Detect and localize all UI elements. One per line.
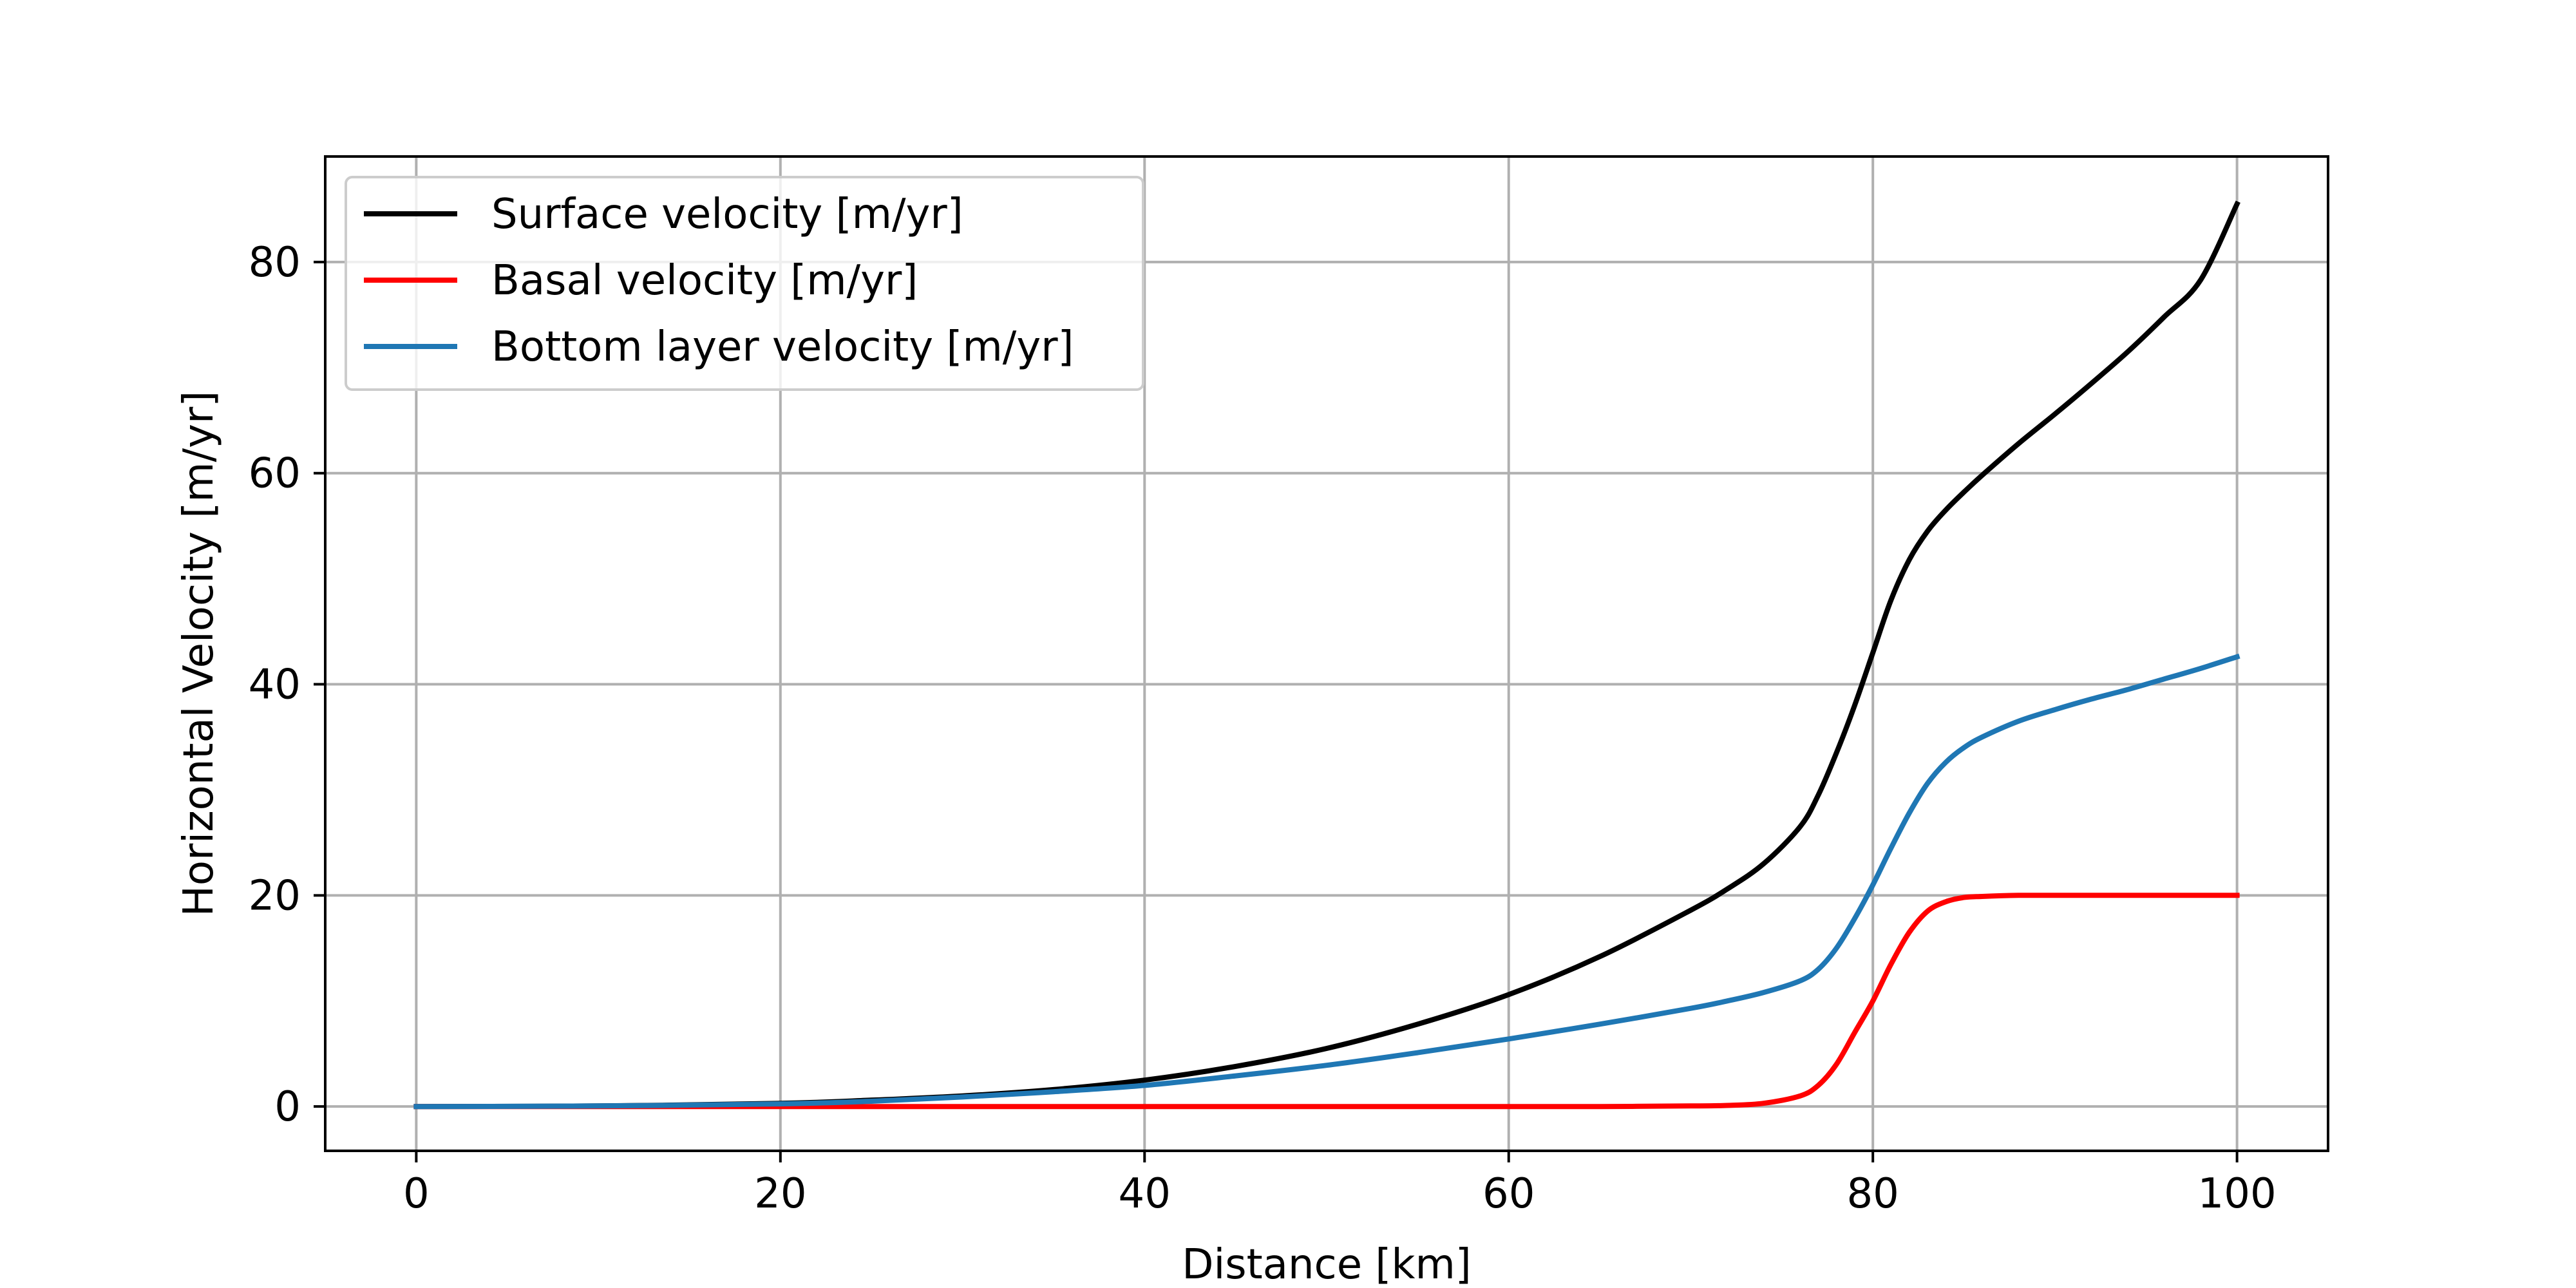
y-tick-label: 20 [249, 872, 301, 920]
y-tick-label: 80 [249, 239, 301, 287]
plot-series [413, 200, 2240, 1110]
x-tick-label: 60 [1482, 1170, 1535, 1218]
legend-box [345, 176, 1144, 391]
grid-lines [325, 156, 2328, 1151]
x-tick-label: 100 [2198, 1170, 2277, 1218]
y-tick-label: 40 [249, 661, 301, 709]
x-tick-label: 80 [1846, 1170, 1899, 1218]
series-line [413, 653, 2240, 1110]
y-tick-label: 0 [274, 1083, 301, 1131]
legend: Surface velocity [m/yr] Basal velocity [m… [345, 176, 1144, 391]
x-axis-label: Distance [km] [1182, 1241, 1472, 1288]
legend-label: Surface velocity [m/yr] [491, 191, 963, 238]
y-tick-label: 60 [249, 450, 301, 498]
x-tick-label: 40 [1119, 1170, 1171, 1218]
series-line [413, 893, 2240, 1110]
x-tick-label: 0 [403, 1170, 430, 1218]
x-tick-label: 20 [754, 1170, 806, 1218]
y-axis-label: Horizontal Velocity [m/yr] [175, 391, 223, 917]
legend-label: Basal velocity [m/yr] [491, 257, 918, 305]
legend-label: Bottom layer velocity [m/yr] [491, 323, 1074, 371]
axis-ticks: 0 20 40 60 80 100 0 20 40 60 80 [249, 239, 2277, 1218]
axes-frame [324, 155, 2329, 1152]
